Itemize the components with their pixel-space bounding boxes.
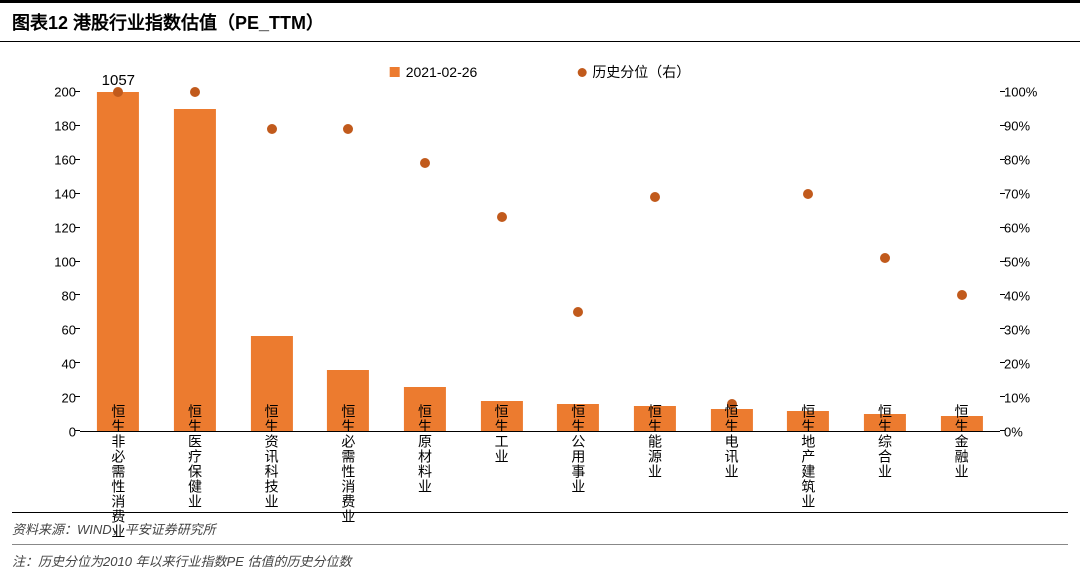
left-tick: 40 <box>30 358 76 371</box>
scatter-dot <box>497 212 507 222</box>
right-tick: 80% <box>1004 154 1050 167</box>
x-label: 恒生必需性消费业 <box>338 404 358 524</box>
note-text: 注：历史分位为2010 年以来行业指数PE 估值的历史分位数 <box>12 545 1068 570</box>
left-tick: 100 <box>30 256 76 269</box>
x-label: 恒生公用事业 <box>568 404 588 494</box>
x-label: 恒生资讯科技业 <box>262 404 282 509</box>
right-tick: 30% <box>1004 324 1050 337</box>
left-tick: 120 <box>30 222 76 235</box>
left-tick: 140 <box>30 188 76 201</box>
chart-area: 2021-02-26 历史分位（右） 020406080100120140160… <box>30 62 1050 432</box>
scatter-dot <box>650 192 660 202</box>
bar <box>174 109 216 431</box>
scatter-dot <box>880 253 890 263</box>
x-label: 恒生能源业 <box>645 404 665 479</box>
right-tick: 100% <box>1004 86 1050 99</box>
scatter-dot <box>113 87 123 97</box>
legend-bar-swatch <box>390 67 400 77</box>
legend-dot: 历史分位（右） <box>577 62 690 82</box>
right-tick: 0% <box>1004 426 1050 439</box>
x-label: 恒生医疗保健业 <box>185 404 205 509</box>
scatter-dot <box>190 87 200 97</box>
scatter-dot <box>803 189 813 199</box>
scatter-dot <box>420 158 430 168</box>
legend: 2021-02-26 历史分位（右） <box>390 62 691 82</box>
plot-region: 1057 <box>80 92 1000 432</box>
y-axis-right: 0%10%20%30%40%50%60%70%80%90%100% <box>1004 92 1050 432</box>
x-label: 恒生电讯业 <box>722 404 742 479</box>
chart-title: 图表12 港股行业指数估值（PE_TTM） <box>0 0 1080 42</box>
scatter-dot <box>957 290 967 300</box>
scatter-dot <box>343 124 353 134</box>
left-tick: 180 <box>30 120 76 133</box>
legend-bar: 2021-02-26 <box>390 64 478 80</box>
bars-layer: 1057 <box>80 92 1000 431</box>
y-axis-left: 020406080100120140160180200 <box>30 92 76 432</box>
footer: 资料来源：WIND，平安证券研究所 注：历史分位为2010 年以来行业指数PE … <box>12 512 1068 570</box>
x-label: 恒生金融业 <box>952 404 972 479</box>
x-label: 恒生综合业 <box>875 404 895 479</box>
scatter-dot <box>267 124 277 134</box>
legend-dot-swatch <box>577 68 586 77</box>
legend-dot-label: 历史分位（右） <box>592 62 690 82</box>
right-tick: 10% <box>1004 392 1050 405</box>
left-tick: 0 <box>30 426 76 439</box>
left-tick: 200 <box>30 86 76 99</box>
right-tick: 60% <box>1004 222 1050 235</box>
right-tick: 50% <box>1004 256 1050 269</box>
right-tick: 40% <box>1004 290 1050 303</box>
left-tick: 80 <box>30 290 76 303</box>
source-text: 资料来源：WIND，平安证券研究所 <box>12 512 1068 545</box>
x-label: 恒生原材料业 <box>415 404 435 494</box>
x-label: 恒生工业 <box>492 404 512 464</box>
right-tick: 70% <box>1004 188 1050 201</box>
left-tick: 60 <box>30 324 76 337</box>
left-tick: 20 <box>30 392 76 405</box>
bar <box>97 92 139 431</box>
left-tick: 160 <box>30 154 76 167</box>
right-tick: 90% <box>1004 120 1050 133</box>
legend-bar-label: 2021-02-26 <box>406 64 478 80</box>
right-tick: 20% <box>1004 358 1050 371</box>
x-label: 恒生地产建筑业 <box>798 404 818 509</box>
scatter-dot <box>573 307 583 317</box>
